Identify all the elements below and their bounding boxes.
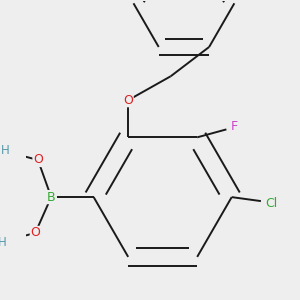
Text: B: B bbox=[47, 190, 56, 204]
Text: H: H bbox=[0, 144, 9, 157]
Text: H: H bbox=[0, 236, 7, 249]
Text: O: O bbox=[33, 154, 43, 166]
Text: F: F bbox=[231, 120, 238, 133]
Text: O: O bbox=[30, 226, 40, 239]
Text: O: O bbox=[123, 94, 133, 107]
Text: Cl: Cl bbox=[266, 197, 278, 210]
